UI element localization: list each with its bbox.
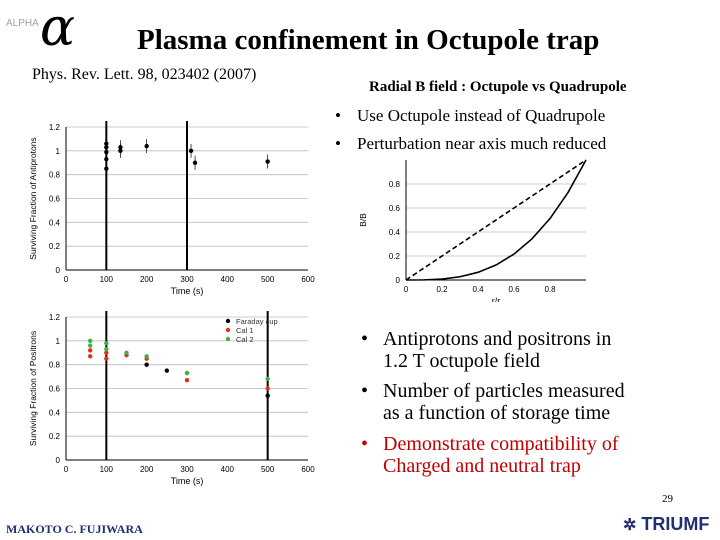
y-axis-label: B/B [358, 213, 368, 227]
x-tick-label: 0 [64, 275, 69, 284]
y-tick-label: 0.4 [49, 408, 61, 417]
bullet-line: Demonstrate compatibility of [383, 433, 619, 455]
y-tick-label: 0.6 [389, 204, 401, 213]
page-number: 29 [662, 493, 673, 505]
author-name: MAKOTO C. FUJIWARA [6, 522, 143, 536]
data-point [104, 356, 109, 361]
alpha-logo: ALPHA α [0, 0, 96, 62]
positron-survival-chart: 0 0.2 0.4 0.6 0.8 1 1.2 0 100 200 300 400 500 600 Time… [28, 311, 315, 486]
bullet-line: Number of particles measured [383, 380, 625, 402]
x-tick-label: 0 [64, 465, 69, 474]
x-tick-label: 0 [404, 285, 409, 294]
data-point [88, 338, 93, 344]
y-tick-label: 0.2 [389, 252, 401, 261]
triumf-logo: ✲ TRIUMF [623, 514, 709, 535]
legend-label: Cal 1 [236, 326, 254, 335]
data-point [88, 343, 93, 348]
legend-label: Faraday cup [236, 317, 278, 326]
radial-field-title: Radial B field : Octupole vs Quadrupole [369, 79, 627, 95]
x-tick-label: 0.4 [472, 285, 484, 294]
data-point [124, 350, 129, 355]
legend-marker [225, 318, 231, 324]
data-point [104, 346, 109, 352]
y-axis-label: Surviving Fraction of Antiprotons [28, 137, 38, 259]
octupole-curve [405, 159, 587, 281]
quadrupole-curve [405, 159, 587, 281]
x-tick-label: 0.6 [508, 285, 520, 294]
logo-text: ALPHA [6, 18, 39, 29]
y-tick-label: 0.2 [49, 432, 61, 441]
y-tick-label: 0.4 [49, 218, 61, 227]
data-point [88, 348, 93, 353]
data-point [88, 354, 93, 359]
legend-marker [225, 336, 231, 342]
x-tick-label: 100 [100, 465, 114, 474]
slide-title: Plasma confinement in Octupole trap [137, 24, 600, 56]
data-point [144, 354, 149, 359]
bullet-line: 1.2 T octupole field [383, 350, 541, 372]
bullet-item: Perturbation near axis much reduced [335, 134, 606, 154]
x-tick-label: 300 [180, 465, 194, 474]
x-tick-label: 500 [261, 275, 275, 284]
x-tick-label: 0.8 [544, 285, 556, 294]
y-tick-label: 1 [56, 147, 61, 156]
bullet-item: Number of particles measured as a functi… [361, 380, 625, 424]
data-point [164, 368, 170, 373]
y-tick-label: 1.2 [49, 123, 61, 132]
triumf-logo-text: TRIUMF [641, 514, 710, 534]
reference-citation: Phys. Rev. Lett. 98, 023402 (2007) [32, 66, 257, 83]
x-axis-label: r/r [492, 296, 501, 302]
bullet-item: Antiprotons and positrons in 1.2 T octup… [361, 328, 612, 372]
data-point [104, 350, 109, 355]
bullet-line: Antiprotons and positrons in [383, 328, 612, 350]
x-tick-label: 200 [140, 275, 154, 284]
y-tick-label: 0.8 [389, 180, 401, 189]
x-axis-label: Time (s) [171, 476, 204, 486]
x-tick-label: 400 [221, 275, 235, 284]
y-tick-label: 0.2 [49, 242, 61, 251]
legend-label: Cal 2 [236, 335, 254, 344]
y-tick-label: 0.6 [49, 195, 61, 204]
x-tick-label: 0.2 [436, 285, 448, 294]
data-point [104, 341, 109, 346]
y-tick-label: 0 [396, 276, 401, 285]
y-tick-label: 0 [56, 456, 61, 465]
y-tick-label: 0.4 [389, 228, 401, 237]
x-tick-label: 200 [140, 465, 154, 474]
x-tick-label: 600 [301, 275, 315, 284]
bullet-item: Use Octupole instead of Quadrupole [335, 106, 605, 126]
y-tick-label: 1.2 [49, 313, 61, 322]
x-tick-label: 300 [180, 275, 194, 284]
bullet-item-highlight: Demonstrate compatibility of Charged and… [361, 433, 619, 477]
data-point [184, 370, 190, 376]
y-tick-label: 0.8 [49, 361, 61, 370]
bullet-line: as a function of storage time [383, 402, 611, 424]
data-point [184, 377, 190, 383]
y-tick-label: 1 [56, 337, 61, 346]
x-axis-label: Time (s) [171, 286, 204, 296]
legend-marker [225, 327, 231, 333]
y-tick-label: 0 [56, 266, 61, 275]
data-point [265, 386, 270, 391]
y-tick-label: 0.8 [49, 171, 61, 180]
alpha-symbol: α [40, 0, 76, 58]
y-tick-label: 0.6 [49, 385, 61, 394]
data-point [265, 393, 270, 398]
radial-field-chart: 0 0.2 0.4 0.6 0.8 0 0.2 0.4 0.6 0.8 r/r B/B [358, 159, 587, 302]
x-tick-label: 500 [261, 465, 275, 474]
data-point [265, 376, 270, 382]
x-tick-label: 600 [301, 465, 315, 474]
triumf-emblem-icon: ✲ [623, 517, 637, 534]
antiproton-survival-chart: 0 0.2 0.4 0.6 0.8 1 1.2 0 100 200 300 400 500 600 Time… [28, 121, 315, 296]
x-tick-label: 100 [100, 275, 114, 284]
y-axis-label: Surviving Fraction of Positrons [28, 331, 38, 446]
bullet-line: Charged and neutral trap [383, 455, 581, 477]
data-point [144, 362, 149, 367]
x-tick-label: 400 [221, 465, 235, 474]
